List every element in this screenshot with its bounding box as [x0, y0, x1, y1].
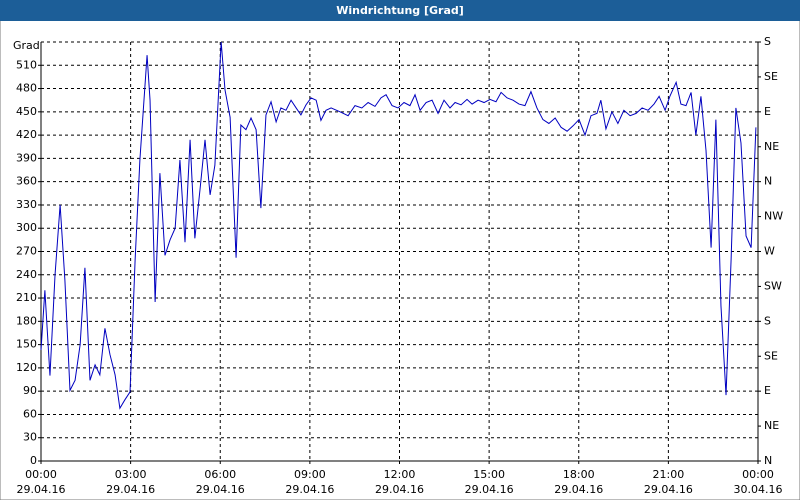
y-tick-label: 150 — [16, 338, 37, 351]
y-tick-label: 300 — [16, 221, 37, 234]
y-tick-label: 420 — [16, 128, 37, 141]
y-tick-label: 240 — [16, 268, 37, 281]
chart-title: Windrichtung [Grad] — [336, 4, 464, 17]
y-tick-label: 90 — [23, 384, 37, 397]
y-tick-label: 360 — [16, 175, 37, 188]
y2-tick-label: NE — [764, 419, 779, 432]
x-tick-date: 29.04.16 — [554, 483, 603, 496]
y2-tick-label: NW — [764, 210, 783, 223]
x-tick-date: 30.04.16 — [734, 483, 783, 496]
y2-tick-label: S — [764, 314, 771, 327]
x-tick-label: 00:00 — [25, 468, 57, 481]
x-tick-label: 03:00 — [115, 468, 147, 481]
x-tick-label: 12:00 — [384, 468, 416, 481]
x-tick-date: 29.04.16 — [644, 483, 693, 496]
y2-tick-label: S — [764, 35, 771, 48]
x-tick-date: 29.04.16 — [106, 483, 155, 496]
y2-tick-label: N — [764, 175, 772, 188]
x-tick-label: 15:00 — [473, 468, 505, 481]
y-axis-label: Grad — [13, 39, 40, 52]
y-tick-label: 390 — [16, 151, 37, 164]
title-bar — [0, 0, 800, 21]
x-tick-date: 29.04.16 — [465, 483, 514, 496]
y-tick-label: 0 — [30, 454, 37, 467]
y2-tick-label: N — [764, 454, 772, 467]
x-tick-date: 29.04.16 — [196, 483, 245, 496]
y-tick-label: 330 — [16, 198, 37, 211]
y-tick-label: 510 — [16, 58, 37, 71]
y2-tick-label: W — [764, 245, 775, 258]
x-tick-label: 21:00 — [653, 468, 685, 481]
x-tick-date: 29.04.16 — [17, 483, 66, 496]
x-tick-date: 29.04.16 — [375, 483, 424, 496]
y2-tick-label: SE — [764, 70, 778, 83]
y-tick-label: 450 — [16, 105, 37, 118]
data-line — [40, 41, 757, 410]
y-tick-label: 480 — [16, 82, 37, 95]
x-tick-label: 18:00 — [563, 468, 595, 481]
x-tick-label: 06:00 — [204, 468, 236, 481]
y-tick-label: 270 — [16, 245, 37, 258]
y-tick-label: 30 — [23, 431, 37, 444]
y-tick-label: 180 — [16, 314, 37, 327]
y-tick-label: 210 — [16, 291, 37, 304]
y-tick-label: 120 — [16, 361, 37, 374]
y2-tick-label: NE — [764, 140, 779, 153]
y2-tick-label: SE — [764, 349, 778, 362]
y2-tick-label: E — [764, 105, 771, 118]
x-tick-date: 29.04.16 — [285, 483, 334, 496]
x-tick-label: 00:00 — [742, 468, 774, 481]
y2-tick-label: SW — [764, 279, 782, 292]
y2-tick-label: E — [764, 384, 771, 397]
y-tick-label: 60 — [23, 407, 37, 420]
x-tick-label: 09:00 — [294, 468, 326, 481]
